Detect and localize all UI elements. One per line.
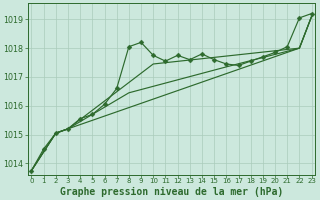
X-axis label: Graphe pression niveau de la mer (hPa): Graphe pression niveau de la mer (hPa) — [60, 186, 283, 197]
